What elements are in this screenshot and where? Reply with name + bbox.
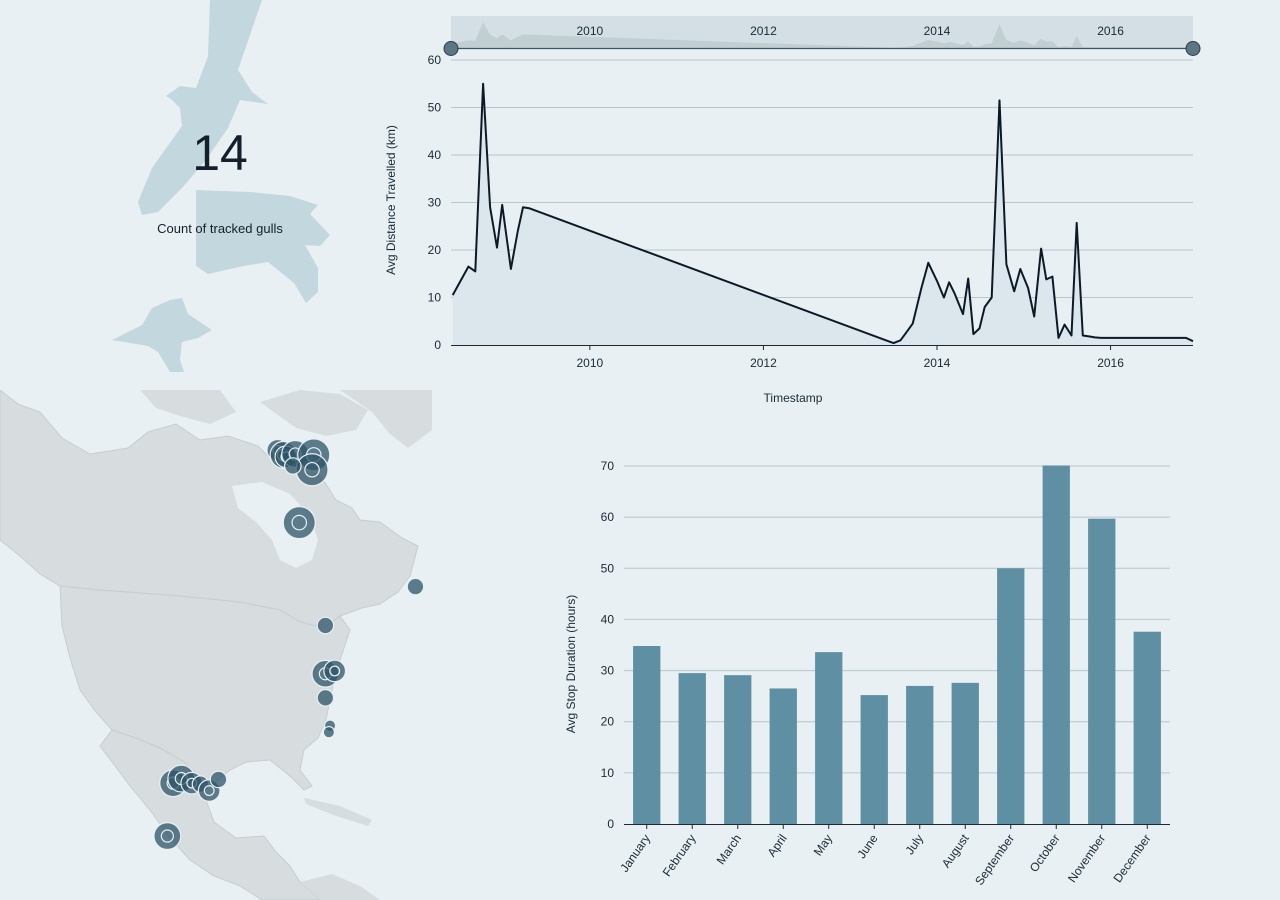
x-tick-label: 2012 bbox=[750, 356, 777, 370]
bar-x-tick-label: October bbox=[1027, 832, 1063, 875]
map-marker-ring bbox=[203, 785, 215, 797]
cuba-region bbox=[304, 798, 372, 826]
y-axis-title: Avg Distance Travelled (km) bbox=[384, 125, 398, 275]
map-marker-outer bbox=[316, 616, 335, 635]
y-tick-label: 40 bbox=[428, 148, 442, 162]
bar-y-tick-label: 70 bbox=[601, 459, 615, 473]
kpi-card: 14 Count of tracked gulls bbox=[0, 0, 440, 385]
bar-april[interactable] bbox=[769, 688, 797, 824]
bar-y-tick-label: 10 bbox=[601, 766, 615, 780]
bar-x-tick-label: July bbox=[902, 832, 926, 858]
slider-tick-label: 2016 bbox=[1097, 24, 1124, 38]
bar-y-tick-label: 30 bbox=[601, 664, 615, 678]
kpi-value: 14 bbox=[192, 125, 248, 181]
slider-tick-label: 2010 bbox=[577, 24, 604, 38]
bar-x-tick-label: June bbox=[854, 831, 881, 861]
bar-y-tick-label: 50 bbox=[601, 561, 615, 575]
map-marker-outer bbox=[316, 689, 335, 707]
map-marker-ring bbox=[160, 829, 174, 843]
bar-y-tick-label: 20 bbox=[601, 715, 615, 729]
time-slider-right-handle[interactable] bbox=[1185, 41, 1201, 56]
bar-x-tick-label: December bbox=[1110, 832, 1153, 885]
bar-x-tick-label: November bbox=[1065, 832, 1108, 885]
bar-y-axis-title: Avg Stop Duration (hours) bbox=[564, 595, 578, 734]
bar-february[interactable] bbox=[678, 673, 706, 824]
map-marker[interactable] bbox=[316, 689, 335, 707]
map-marker[interactable] bbox=[209, 770, 228, 789]
bar-september[interactable] bbox=[997, 568, 1025, 824]
greenland-region bbox=[340, 390, 432, 448]
y-tick-label: 0 bbox=[434, 338, 441, 352]
map-marker-outer bbox=[209, 770, 228, 789]
bar-march[interactable] bbox=[724, 675, 752, 824]
map-marker[interactable] bbox=[153, 822, 182, 851]
y-tick-label: 50 bbox=[428, 101, 442, 115]
bar-x-tick-label: April bbox=[764, 832, 789, 860]
map-marker-outer bbox=[322, 725, 336, 739]
map-marker-outer bbox=[284, 457, 302, 475]
slider-tick-label: 2012 bbox=[750, 24, 777, 38]
bar-october[interactable] bbox=[1042, 465, 1070, 824]
y-tick-label: 30 bbox=[428, 196, 442, 210]
bar-y-tick-label: 60 bbox=[601, 510, 615, 524]
bar-december[interactable] bbox=[1133, 631, 1161, 824]
central-america-region bbox=[300, 874, 380, 900]
bar-y-tick-label: 40 bbox=[601, 612, 615, 626]
map-marker-outer bbox=[153, 822, 182, 851]
bar-x-tick-label: September bbox=[972, 832, 1017, 888]
gull-silhouette-icon bbox=[112, 0, 330, 372]
map-marker-ring bbox=[291, 514, 308, 531]
time-slider-left-handle[interactable] bbox=[443, 41, 459, 56]
bar-x-tick-label: February bbox=[660, 832, 699, 879]
x-tick-label: 2010 bbox=[577, 356, 604, 370]
map-marker-ring bbox=[304, 461, 320, 478]
gull-map[interactable] bbox=[0, 390, 432, 900]
y-tick-label: 20 bbox=[428, 243, 442, 257]
slider-tick-label: 2014 bbox=[924, 24, 951, 38]
bar-august[interactable] bbox=[951, 682, 979, 824]
bar-x-tick-label: March bbox=[714, 832, 745, 867]
map-marker-outer bbox=[406, 577, 425, 596]
time-slider-mini-area bbox=[451, 22, 1193, 48]
hudson-bay-water bbox=[232, 482, 318, 568]
distance-area bbox=[452, 83, 1193, 346]
bar-x-tick-label: May bbox=[811, 832, 835, 859]
map-marker[interactable] bbox=[284, 457, 302, 475]
map-marker[interactable] bbox=[322, 725, 336, 739]
bar-x-tick-label: January bbox=[617, 832, 653, 875]
x-axis-title: Timestamp bbox=[764, 391, 823, 405]
bar-june[interactable] bbox=[860, 695, 888, 824]
map-marker[interactable] bbox=[406, 577, 425, 596]
distance-line bbox=[451, 82, 1194, 345]
map-marker[interactable] bbox=[282, 506, 316, 540]
bar-x-tick-label: August bbox=[939, 831, 972, 870]
map-marker-ring bbox=[329, 665, 341, 677]
y-tick-label: 10 bbox=[428, 291, 442, 305]
distance-line-chart[interactable]: 2010 2012 2014 2016 0 10 20 30 40 50 60 2010 2012 2… bbox=[380, 0, 1210, 415]
canada-islands bbox=[140, 390, 368, 436]
bar-november[interactable] bbox=[1088, 518, 1116, 824]
kpi-label: Count of tracked gulls bbox=[157, 221, 283, 236]
bar-may[interactable] bbox=[815, 652, 843, 824]
stop-duration-bar-chart[interactable]: 0 10 20 30 40 50 60 70 January February March Apri… bbox=[560, 440, 1200, 900]
map-marker[interactable] bbox=[323, 659, 347, 683]
bar-july[interactable] bbox=[906, 685, 934, 824]
map-marker-outer bbox=[282, 506, 316, 540]
y-tick-label: 60 bbox=[428, 53, 442, 67]
map-marker[interactable] bbox=[316, 616, 335, 635]
x-tick-label: 2014 bbox=[924, 356, 951, 370]
bar-y-tick-label: 0 bbox=[607, 817, 614, 831]
bar-january[interactable] bbox=[633, 646, 661, 824]
x-tick-label: 2016 bbox=[1097, 356, 1124, 370]
map-marker-outer bbox=[323, 659, 347, 683]
